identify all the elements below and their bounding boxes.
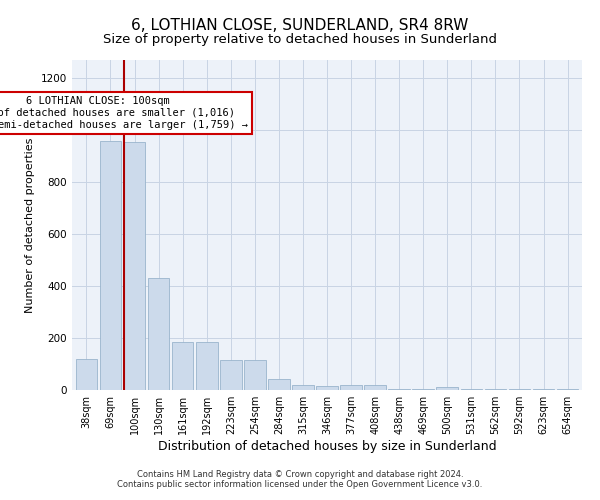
Text: 6 LOTHIAN CLOSE: 100sqm
← 36% of detached houses are smaller (1,016)
62% of semi: 6 LOTHIAN CLOSE: 100sqm ← 36% of detache… (0, 96, 248, 130)
Bar (76, 359, 97, 390)
Bar (148, 278, 169, 390)
Text: 6, LOTHIAN CLOSE, SUNDERLAND, SR4 8RW: 6, LOTHIAN CLOSE, SUNDERLAND, SR4 8RW (131, 18, 469, 32)
Text: Contains HM Land Registry data © Crown copyright and database right 2024.: Contains HM Land Registry data © Crown c… (137, 470, 463, 479)
Bar (196, 342, 218, 390)
Bar (220, 360, 242, 390)
Text: Size of property relative to detached houses in Sunderland: Size of property relative to detached ho… (103, 32, 497, 46)
Bar (340, 385, 362, 390)
Text: Contains public sector information licensed under the Open Government Licence v3: Contains public sector information licen… (118, 480, 482, 489)
Bar (172, 342, 193, 390)
Bar (316, 386, 338, 390)
Y-axis label: Number of detached properties: Number of detached properties (25, 138, 35, 312)
X-axis label: Distribution of detached houses by size in Sunderland: Distribution of detached houses by size … (158, 440, 496, 453)
Bar (364, 385, 386, 390)
Bar (244, 360, 266, 390)
Bar (436, 388, 458, 390)
Bar (292, 385, 314, 390)
Bar (268, 379, 290, 390)
Bar (100, 140, 121, 390)
Bar (124, 142, 145, 390)
